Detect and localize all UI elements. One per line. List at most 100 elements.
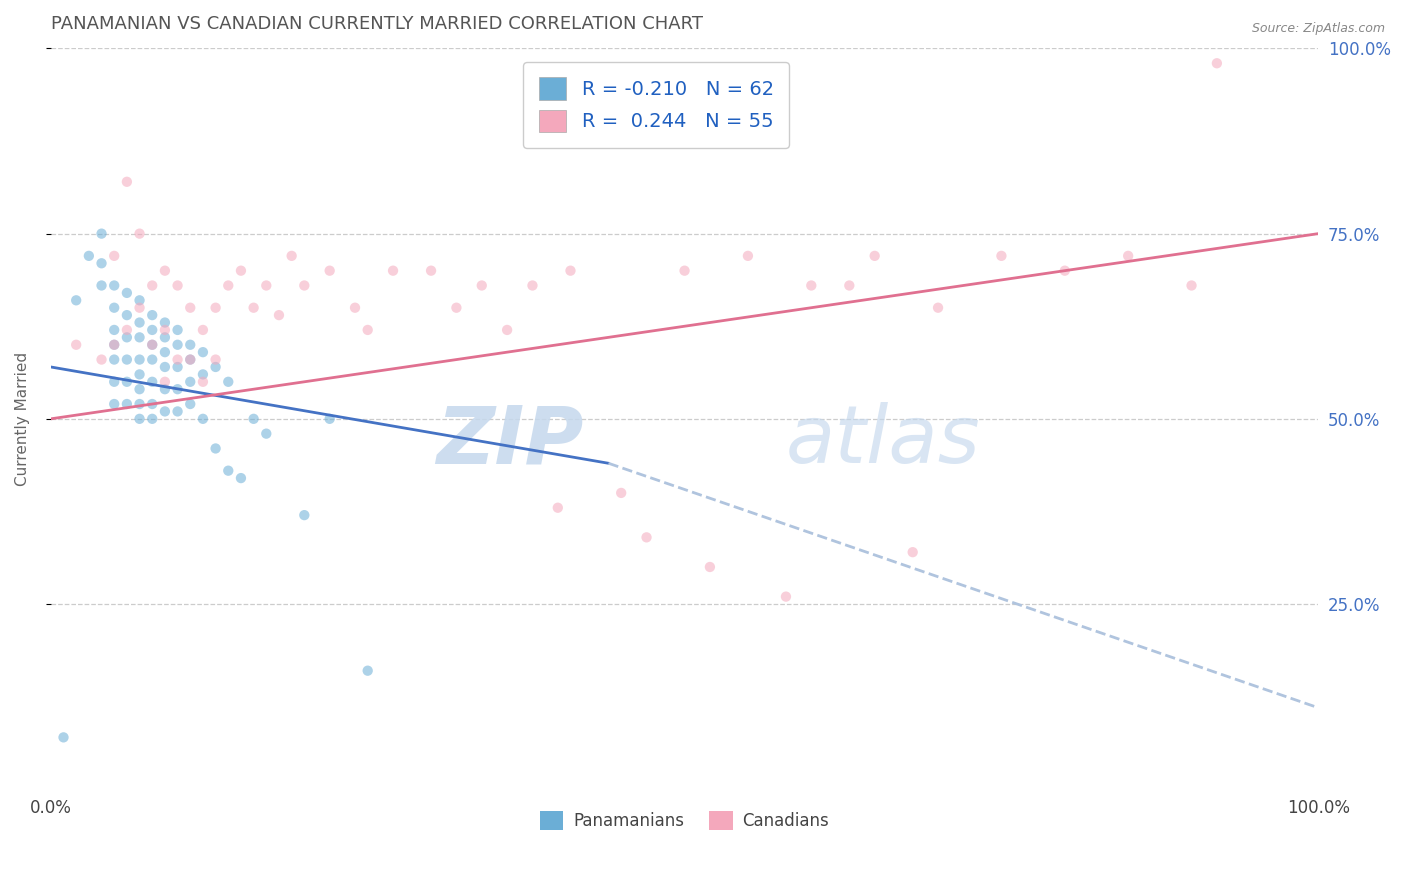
Point xyxy=(560,263,582,277)
Point xyxy=(153,345,176,359)
Point xyxy=(217,464,239,478)
Point xyxy=(191,368,214,382)
Point xyxy=(128,227,150,241)
Point xyxy=(179,301,201,315)
Point xyxy=(141,375,163,389)
Point xyxy=(103,337,125,351)
Point xyxy=(103,375,125,389)
Legend: Panamanians, Canadians: Panamanians, Canadians xyxy=(533,804,837,837)
Text: PANAMANIAN VS CANADIAN CURRENTLY MARRIED CORRELATION CHART: PANAMANIAN VS CANADIAN CURRENTLY MARRIED… xyxy=(51,15,703,33)
Point xyxy=(128,293,150,308)
Point xyxy=(141,337,163,351)
Point xyxy=(115,323,138,337)
Point xyxy=(52,731,75,745)
Point xyxy=(292,278,315,293)
Text: ZIP: ZIP xyxy=(436,402,583,480)
Point xyxy=(77,249,100,263)
Point xyxy=(166,278,188,293)
Point xyxy=(636,530,658,544)
Point xyxy=(153,323,176,337)
Point xyxy=(128,382,150,396)
Point xyxy=(128,412,150,426)
Point xyxy=(863,249,886,263)
Point xyxy=(153,359,176,374)
Point xyxy=(229,263,252,277)
Point xyxy=(522,278,544,293)
Point xyxy=(357,664,380,678)
Point xyxy=(179,352,201,367)
Point xyxy=(153,382,176,396)
Point xyxy=(927,301,949,315)
Point xyxy=(103,337,125,351)
Point xyxy=(128,352,150,367)
Point xyxy=(115,330,138,344)
Point xyxy=(280,249,302,263)
Point xyxy=(382,263,405,277)
Point xyxy=(471,278,494,293)
Point xyxy=(153,263,176,277)
Point xyxy=(141,337,163,351)
Point xyxy=(267,308,290,322)
Point xyxy=(103,397,125,411)
Point xyxy=(128,397,150,411)
Point xyxy=(103,323,125,337)
Point xyxy=(1053,263,1076,277)
Point xyxy=(191,375,214,389)
Point xyxy=(357,323,380,337)
Point xyxy=(344,301,367,315)
Point xyxy=(128,330,150,344)
Point xyxy=(90,256,112,270)
Point xyxy=(128,316,150,330)
Point xyxy=(179,375,201,389)
Point xyxy=(115,285,138,300)
Point xyxy=(217,375,239,389)
Point xyxy=(166,337,188,351)
Point xyxy=(179,352,201,367)
Point xyxy=(673,263,696,277)
Point xyxy=(153,330,176,344)
Point xyxy=(318,412,340,426)
Point xyxy=(229,471,252,485)
Point xyxy=(141,308,163,322)
Point xyxy=(191,323,214,337)
Point xyxy=(115,175,138,189)
Point xyxy=(115,352,138,367)
Point xyxy=(103,352,125,367)
Point xyxy=(166,352,188,367)
Point xyxy=(242,301,264,315)
Point xyxy=(153,375,176,389)
Point xyxy=(901,545,924,559)
Point xyxy=(141,323,163,337)
Text: atlas: atlas xyxy=(786,402,981,480)
Point xyxy=(254,426,277,441)
Point xyxy=(166,323,188,337)
Point xyxy=(153,316,176,330)
Point xyxy=(115,375,138,389)
Point xyxy=(166,382,188,396)
Point xyxy=(103,301,125,315)
Point xyxy=(115,308,138,322)
Point xyxy=(115,397,138,411)
Point xyxy=(204,301,226,315)
Y-axis label: Currently Married: Currently Married xyxy=(15,351,30,486)
Point xyxy=(737,249,759,263)
Point xyxy=(699,560,721,574)
Point xyxy=(128,301,150,315)
Point xyxy=(191,345,214,359)
Point xyxy=(217,278,239,293)
Point xyxy=(1205,56,1227,70)
Point xyxy=(838,278,860,293)
Point xyxy=(166,359,188,374)
Point xyxy=(1180,278,1202,293)
Point xyxy=(242,412,264,426)
Point xyxy=(420,263,443,277)
Text: Source: ZipAtlas.com: Source: ZipAtlas.com xyxy=(1251,22,1385,36)
Point xyxy=(141,352,163,367)
Point xyxy=(179,337,201,351)
Point xyxy=(610,486,633,500)
Point xyxy=(318,263,340,277)
Point xyxy=(65,293,87,308)
Point xyxy=(800,278,823,293)
Point xyxy=(179,397,201,411)
Point xyxy=(153,404,176,418)
